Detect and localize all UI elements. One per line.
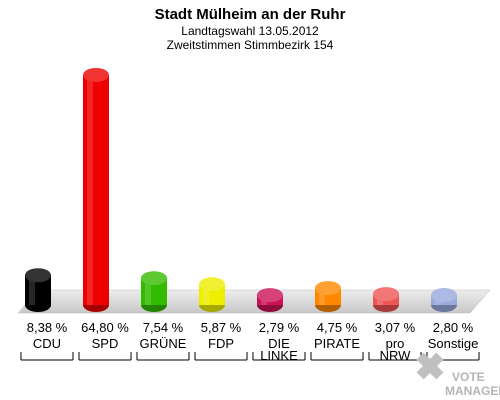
category-label: DIE	[268, 336, 290, 351]
value-label: 5,87 %	[201, 320, 242, 335]
value-label: 3,07 %	[375, 320, 416, 335]
bar-cdu	[25, 268, 51, 312]
value-label: 2,80 %	[433, 320, 474, 335]
value-label: 8,38 %	[27, 320, 68, 335]
bar-pro-nrw	[373, 287, 399, 312]
bar-sonstige	[431, 288, 457, 312]
bar-cap	[373, 287, 399, 302]
bar-highlight	[319, 288, 325, 305]
bar-cap	[141, 271, 167, 286]
check-icon	[416, 352, 444, 380]
category-label: PIRATE	[314, 336, 360, 351]
category-label: pro	[386, 336, 405, 351]
bar-cap	[431, 288, 457, 303]
bar-cap	[315, 281, 341, 296]
bar-highlight	[145, 278, 151, 305]
category-label: LINKE	[260, 348, 298, 363]
value-label: 4,75 %	[317, 320, 358, 335]
bar-cap	[25, 268, 51, 283]
category-label: FDP	[208, 336, 234, 351]
vote-manager-logo: VOTE MANAGER	[416, 352, 500, 398]
bar-highlight	[87, 75, 93, 305]
bar-highlight	[29, 275, 35, 305]
category-label: CDU	[33, 336, 61, 351]
bar-body	[83, 75, 109, 305]
bar-fdp	[199, 277, 225, 312]
value-label: 7,54 %	[143, 320, 184, 335]
bar-cap	[199, 277, 225, 292]
chart-subtitle-district: Zweitstimmen Stimmbezirk 154	[167, 38, 334, 52]
category-label: NRW	[380, 348, 412, 363]
value-label: 64,80 %	[81, 320, 129, 335]
bar-gr-ne	[141, 271, 167, 312]
bar-pirate	[315, 281, 341, 312]
watermark-line2: MANAGER	[445, 384, 500, 398]
category-label: GRÜNE	[140, 336, 187, 351]
bar-highlight	[203, 284, 209, 305]
watermark-line1: VOTE	[452, 370, 485, 384]
label-group: 8,38 %CDU 64,80 %SPD 7,54 %GRÜNE 5,87 %FDP 2…	[20, 320, 480, 363]
category-label: SPD	[92, 336, 119, 351]
category-label: Sonstige	[428, 336, 479, 351]
bar-spd	[83, 68, 109, 312]
bar-die-linke	[257, 288, 283, 312]
chart-subtitle-election: Landtagswahl 13.05.2012	[181, 24, 319, 38]
value-label: 2,79 %	[259, 320, 300, 335]
bar-group	[25, 68, 457, 312]
bar-cap	[83, 68, 109, 82]
bar-cap	[257, 288, 283, 303]
chart-title: Stadt Mülheim an der Ruhr	[155, 6, 346, 23]
